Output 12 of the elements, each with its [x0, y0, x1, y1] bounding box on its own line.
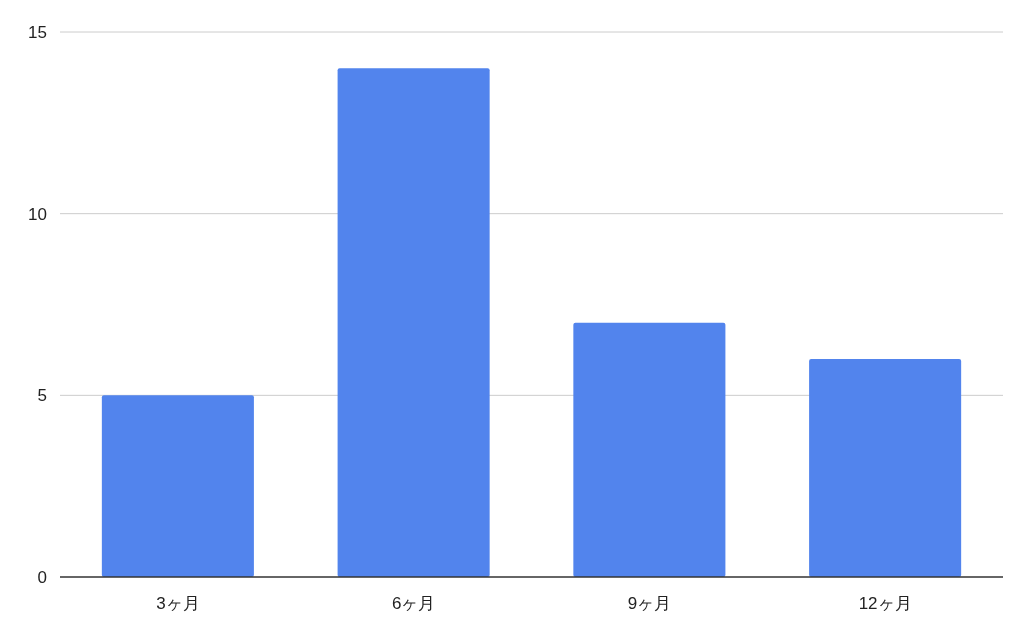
bar — [573, 322, 726, 577]
x-tick-label: 12ヶ月 — [858, 594, 912, 613]
bar — [337, 68, 490, 577]
y-tick-label: 10 — [28, 204, 47, 224]
x-tick-label: 6ヶ月 — [391, 594, 436, 613]
y-tick-label: 5 — [37, 386, 47, 406]
x-tick-label: 3ヶ月 — [156, 594, 200, 613]
y-tick-label: 0 — [37, 568, 47, 587]
bar — [101, 395, 254, 577]
bar — [809, 359, 962, 577]
y-tick-label: 15 — [28, 23, 47, 42]
x-tick-label: 9ヶ月 — [627, 594, 672, 613]
